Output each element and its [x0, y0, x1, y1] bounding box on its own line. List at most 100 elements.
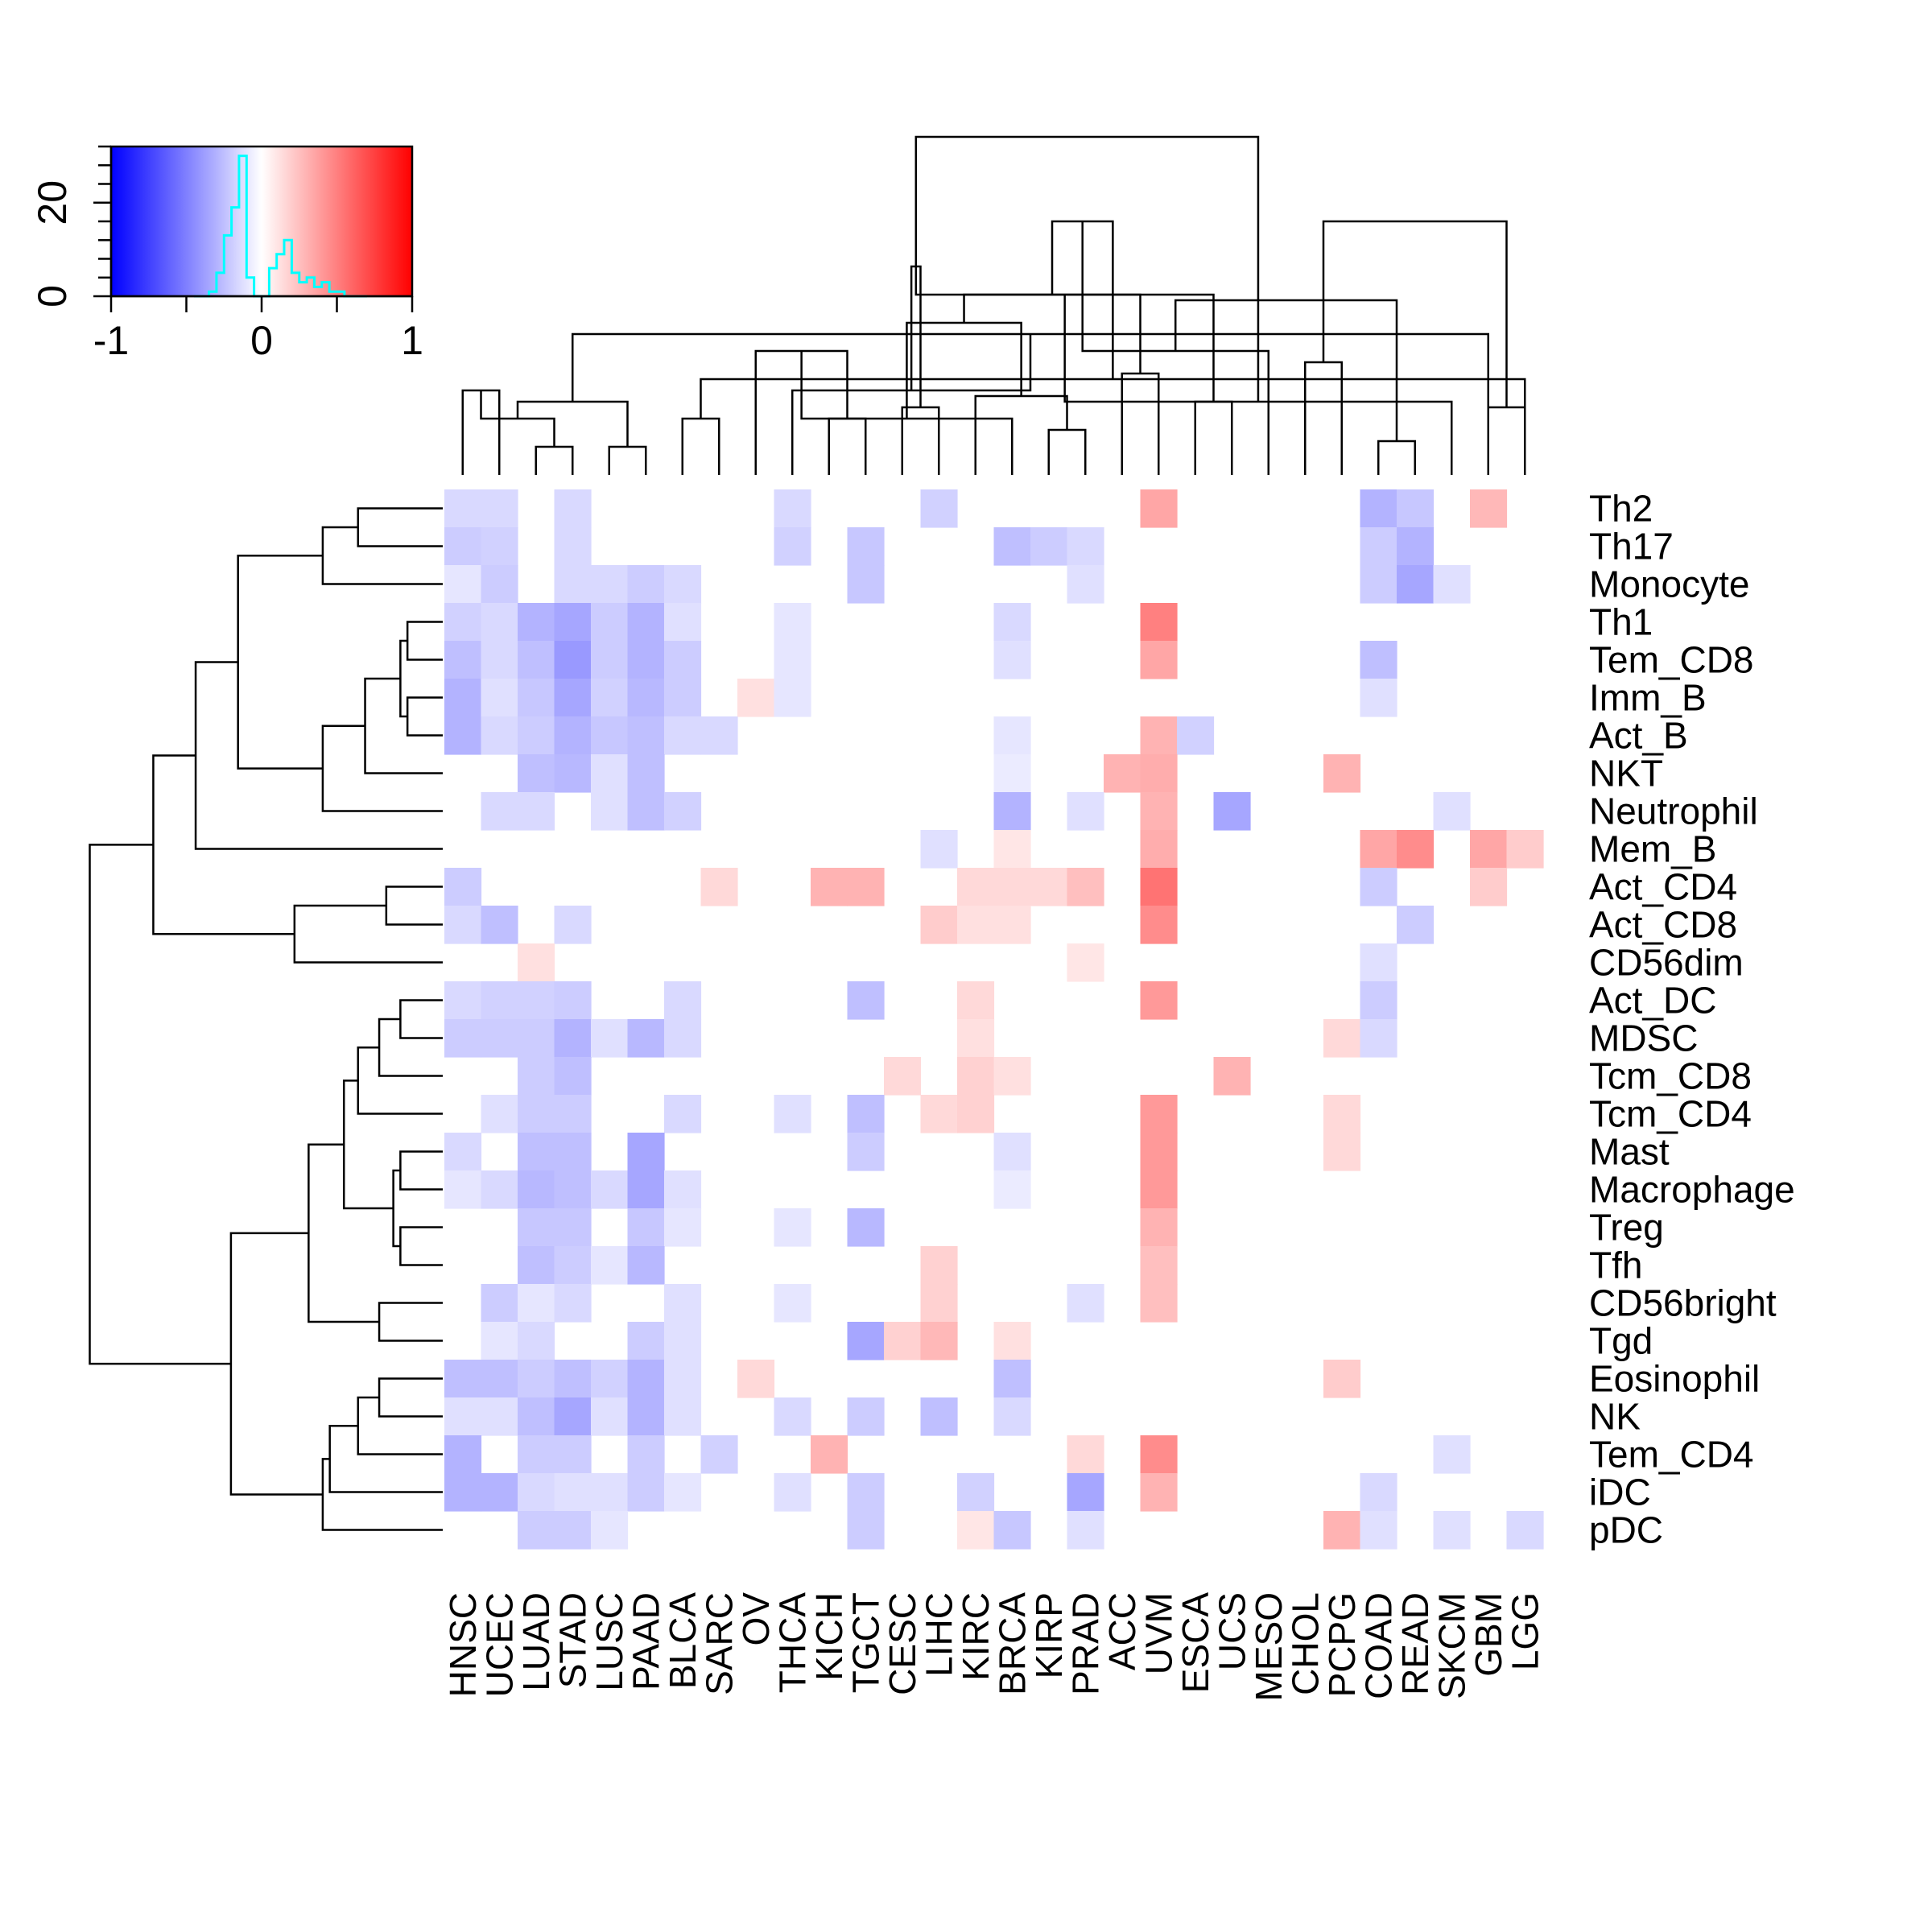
heatmap-cell: [847, 1511, 885, 1550]
heatmap-cell: [1140, 1133, 1178, 1171]
color-key-x-tick-label: 1: [401, 318, 423, 363]
row-label: Tcm_CD4: [1589, 1093, 1752, 1135]
heatmap-cell: [518, 943, 555, 982]
heatmap-cell: [774, 679, 811, 717]
heatmap-cell: [664, 1170, 702, 1209]
column-label: PAAD: [625, 1592, 667, 1690]
row-label: Th1: [1589, 601, 1653, 643]
heatmap-cell: [1140, 868, 1178, 906]
heatmap-cell: [920, 1284, 958, 1323]
heatmap-cell: [481, 716, 518, 755]
heatmap-cell: [847, 1133, 885, 1171]
heatmap-cell: [444, 489, 482, 528]
column-label: STAD: [551, 1592, 593, 1688]
heatmap-cell: [518, 1246, 555, 1285]
heatmap-cell: [957, 1019, 995, 1058]
row-label: Treg: [1589, 1207, 1664, 1249]
heatmap-cell: [1323, 754, 1361, 793]
heatmap-cell: [481, 489, 518, 528]
heatmap-cell: [554, 679, 592, 717]
heatmap-cell: [554, 1208, 592, 1247]
row-label: iDC: [1589, 1472, 1651, 1513]
column-label: CHOL: [1284, 1592, 1326, 1695]
heatmap-cells: [444, 489, 1544, 1550]
heatmap-cell: [1360, 1473, 1397, 1512]
heatmap-cell: [664, 641, 702, 679]
heatmap-cell: [1323, 1095, 1361, 1133]
heatmap-cell: [518, 1133, 555, 1171]
heatmap-cell: [847, 565, 885, 604]
heatmap-cell: [518, 1473, 555, 1512]
heatmap-cell: [518, 603, 555, 642]
heatmap-cell: [774, 603, 811, 642]
heatmap-cell: [700, 1435, 738, 1474]
heatmap-cell: [774, 489, 811, 528]
heatmap-cell: [518, 1360, 555, 1398]
heatmap-cell: [993, 527, 1031, 566]
column-label: TGCT: [844, 1592, 886, 1693]
heatmap-cell: [1397, 565, 1435, 604]
row-label: Tem_CD8: [1589, 639, 1754, 681]
heatmap-cell: [518, 1057, 555, 1096]
color-key-x-tick-label: 0: [250, 318, 273, 363]
heatmap-cell: [664, 679, 702, 717]
heatmap-cell: [847, 1322, 885, 1360]
heatmap-cell: [591, 603, 629, 642]
heatmap-cell: [1140, 1246, 1178, 1285]
column-label: HNSC: [442, 1592, 484, 1697]
heatmap-cell: [664, 1360, 702, 1398]
heatmap-cell: [884, 1322, 922, 1360]
heatmap-cell: [1213, 1057, 1251, 1096]
heatmap-cell: [957, 868, 995, 906]
heatmap-cell: [481, 641, 518, 679]
heatmap-cell: [993, 1360, 1031, 1398]
heatmap-cell: [847, 1397, 885, 1436]
heatmap-cell: [1067, 1284, 1104, 1323]
heatmap-cell: [957, 1057, 995, 1096]
dendrogram-branch: [1174, 299, 1398, 441]
row-label: Eosinophil: [1589, 1358, 1760, 1400]
column-label: UVM: [1137, 1592, 1179, 1674]
heatmap-cell: [591, 1360, 629, 1398]
column-label: KICH: [808, 1592, 850, 1681]
heatmap-cell: [1140, 754, 1178, 793]
column-label: THCA: [771, 1592, 813, 1694]
column-label: ESCA: [1174, 1592, 1216, 1694]
heatmap-cell: [444, 716, 482, 755]
heatmap-cell: [774, 1397, 811, 1436]
heatmap-cell: [1470, 830, 1508, 869]
column-label: SARC: [698, 1592, 740, 1695]
row-label: CD56dim: [1589, 942, 1744, 984]
heatmap-cell: [774, 1208, 811, 1247]
heatmap-cell: [554, 1284, 592, 1323]
heatmap-cell: [554, 603, 592, 642]
heatmap-cell: [957, 906, 995, 944]
heatmap-cell: [664, 1284, 702, 1323]
heatmap-cell: [481, 1095, 518, 1133]
heatmap-cell: [591, 754, 629, 793]
row-label: NKT: [1589, 753, 1663, 795]
heatmap-cell: [993, 830, 1031, 869]
heatmap-cell: [518, 1170, 555, 1209]
heatmap-cell: [554, 1095, 592, 1133]
heatmap-cell: [481, 565, 518, 604]
column-label: PCPG: [1321, 1592, 1363, 1697]
heatmap-cell: [591, 1019, 629, 1058]
heatmap-cell: [1140, 1473, 1178, 1512]
heatmap-cell: [481, 981, 518, 1020]
row-label: Act_B: [1589, 715, 1688, 757]
heatmap-cell: [993, 868, 1031, 906]
column-label: KIRC: [955, 1592, 997, 1681]
heatmap-cell: [627, 1397, 665, 1436]
heatmap-cell: [591, 679, 629, 717]
heatmap-cell: [481, 1322, 518, 1360]
column-label: LGG: [1504, 1592, 1546, 1670]
heatmap-cell: [664, 792, 702, 831]
row-label: Tfh: [1589, 1245, 1642, 1286]
heatmap-cell: [664, 1208, 702, 1247]
heatmap-cell: [993, 1322, 1031, 1360]
heatmap-cell: [1506, 830, 1544, 869]
heatmap-cell: [518, 1435, 555, 1474]
row-labels: Th2Th17MonocyteTh1Tem_CD8Imm_BAct_BNKTNe…: [1589, 488, 1795, 1551]
heatmap-cell: [554, 1435, 592, 1474]
